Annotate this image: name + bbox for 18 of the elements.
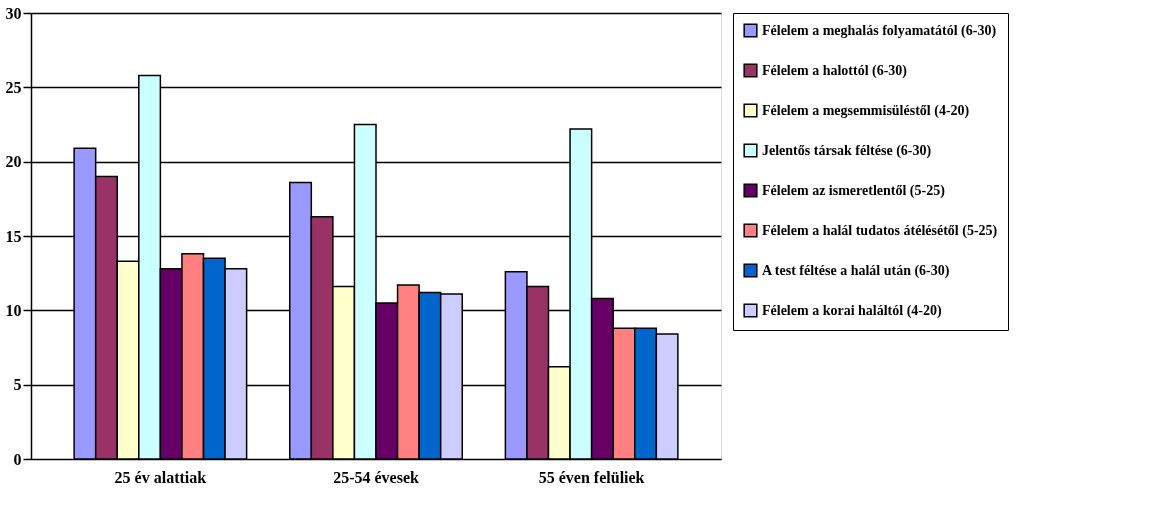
x-tick-label: 55 éven felüliek: [538, 468, 645, 486]
y-tick-label: 10: [5, 301, 22, 319]
y-tick-label: 15: [5, 227, 22, 245]
legend-label: Félelem a halottól (6-30): [762, 62, 908, 79]
x-tick-label: 25 év alattiak: [114, 468, 207, 486]
legend-label: Jelentős társak féltése (6-30): [762, 142, 932, 159]
legend-label: Félelem a korai haláltól (4-20): [762, 302, 942, 319]
y-tick-label: 30: [5, 4, 22, 22]
legend-label: Félelem a meghalás folyamatától (6-30): [762, 22, 997, 39]
legend-label: A test féltése a halál után (6-30): [762, 262, 950, 279]
legend-label: Félelem az ismeretlentől (5-25): [762, 182, 946, 199]
y-tick-label: 5: [13, 376, 22, 394]
y-tick-label: 25: [5, 78, 22, 96]
y-tick-label: 0: [13, 450, 22, 468]
y-tick-label: 20: [5, 153, 22, 171]
legend-label: Félelem a halál tudatos átélésétől (5-25): [762, 222, 998, 239]
legend-label: Félelem a megsemmisüléstől (4-20): [762, 102, 970, 119]
x-tick-label: 25-54 évesek: [333, 468, 419, 486]
